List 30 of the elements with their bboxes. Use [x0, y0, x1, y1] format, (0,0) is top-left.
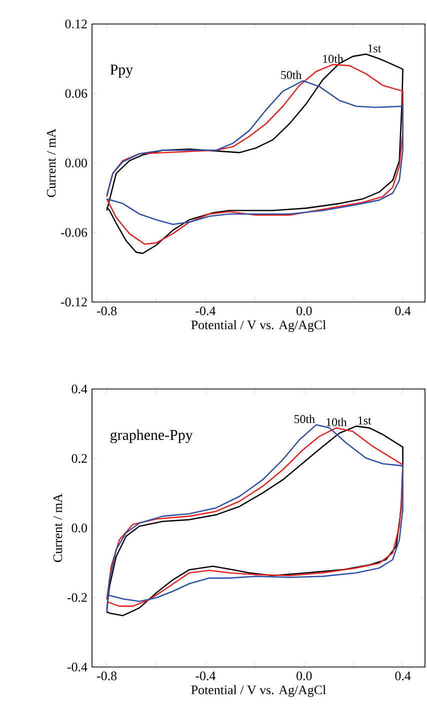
series-label: 1st [368, 44, 382, 52]
x-tick-label: -0.4 [196, 306, 216, 316]
series-label: 10th [326, 418, 347, 426]
y-tick-label: 0.00 [65, 158, 87, 168]
x-tick-label: -0.8 [97, 306, 117, 316]
y-axis-title: Current / mA [53, 494, 62, 562]
series-label: 10th [323, 54, 344, 63]
x-tick-label: 0.4 [395, 306, 411, 316]
annotation: graphene-Ppy [110, 429, 193, 444]
y-tick-label: -0.2 [67, 593, 87, 602]
y-tick-label: -0.12 [60, 298, 87, 306]
y-tick-label: -0.4 [67, 662, 88, 672]
y-tick-label: 0.2 [72, 454, 87, 463]
x-axis-title: Potential / V vs. Ag/AgCl [191, 320, 326, 332]
series-label: 50th [294, 414, 315, 424]
x-tick-label: 0.0 [296, 672, 312, 680]
x-tick-label: 0.4 [395, 672, 411, 680]
y-tick-label: 0.4 [72, 384, 88, 394]
y-tick-label: -0.06 [60, 228, 88, 237]
y-axis-title: Current / mA [46, 128, 56, 198]
x-tick-label: 0.0 [296, 306, 312, 316]
y-tick-label: 0.06 [65, 89, 88, 98]
y-tick-label: 0.0 [72, 524, 87, 532]
y-tick-label: 0.12 [65, 20, 87, 28]
annotation: Ppy [110, 64, 134, 78]
series-label: 50th [281, 70, 302, 80]
x-tick-label: -0.8 [97, 672, 117, 680]
series-label: 1st [358, 416, 372, 424]
x-tick-label: -0.4 [196, 672, 216, 680]
x-axis-title: Potential / V vs. Ag/AgCl [191, 685, 326, 697]
